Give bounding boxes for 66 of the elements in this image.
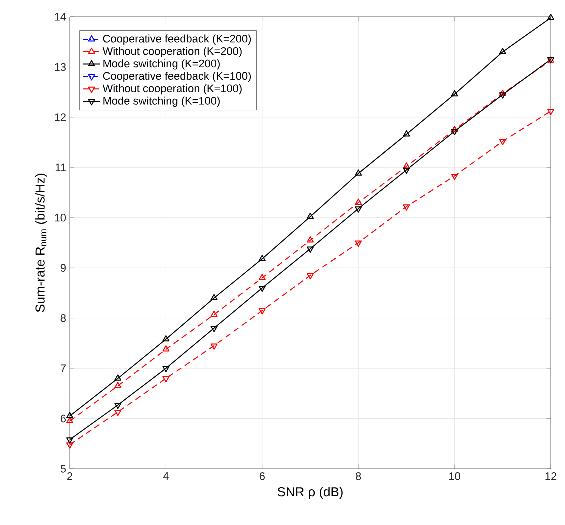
y-tick-label: 13 xyxy=(55,63,66,72)
point xyxy=(306,212,314,220)
legend-label: Without cooperation (K=100) xyxy=(102,84,242,95)
point xyxy=(306,236,314,243)
point xyxy=(355,206,362,213)
point xyxy=(66,438,74,444)
point xyxy=(162,345,170,352)
legend-label: Cooperative feedback (K=100) xyxy=(103,72,252,82)
point xyxy=(355,170,362,176)
legend-label: Mode switching (K=200) xyxy=(104,60,220,70)
point xyxy=(258,255,266,262)
point xyxy=(306,246,314,254)
point xyxy=(499,90,506,96)
point xyxy=(162,366,170,373)
point xyxy=(451,129,458,136)
point xyxy=(547,109,555,116)
legend-label: Mode switching (K=100) xyxy=(104,96,220,108)
y-tick-label: 14 xyxy=(55,13,66,21)
point xyxy=(258,286,266,292)
point xyxy=(403,204,410,211)
point xyxy=(499,92,506,99)
y-tick-label: 8 xyxy=(60,314,66,322)
y-tick-label: 11 xyxy=(56,164,66,172)
point xyxy=(114,382,122,388)
point xyxy=(403,130,410,137)
point xyxy=(114,374,122,381)
point xyxy=(499,48,506,54)
point xyxy=(355,198,362,206)
point xyxy=(210,326,218,332)
point xyxy=(355,240,362,247)
x-tick-label: 10 xyxy=(450,472,460,480)
y-tick-label: 7 xyxy=(60,364,66,372)
legend-label: Without cooperation (K=200) xyxy=(102,47,242,58)
point xyxy=(451,126,458,132)
y-tick-label: 10 xyxy=(55,214,66,222)
point xyxy=(210,310,218,318)
y-tick-label: 6 xyxy=(60,414,66,423)
point xyxy=(66,417,74,424)
point xyxy=(547,14,555,20)
point xyxy=(66,412,74,419)
x-tick-label: 12 xyxy=(546,472,557,480)
point xyxy=(403,162,410,169)
point xyxy=(499,139,506,146)
legend-label: Cooperative feedback (K=200) xyxy=(103,34,252,45)
point xyxy=(258,274,266,280)
point xyxy=(403,168,410,174)
x-tick-label: 8 xyxy=(356,472,362,480)
x-axis-title: SNR ρ (dB) xyxy=(278,487,343,500)
point xyxy=(162,335,170,342)
point xyxy=(66,442,74,449)
point xyxy=(210,294,218,300)
x-tick-label: 4 xyxy=(163,472,169,480)
point xyxy=(210,344,218,350)
point xyxy=(114,410,122,416)
point xyxy=(258,308,266,315)
x-tick-label: 2 xyxy=(68,472,72,480)
point xyxy=(306,273,314,280)
point xyxy=(114,402,122,410)
y-tick-label: 9 xyxy=(60,264,66,272)
point xyxy=(162,376,170,383)
y-tick-label: 12 xyxy=(55,114,66,122)
y-axis-title: Sum-rate R$_{num}$ (bit/s/Hz) xyxy=(35,174,48,312)
y-tick-label: 5 xyxy=(60,465,66,473)
point xyxy=(451,90,458,97)
x-tick-label: 6 xyxy=(260,472,265,480)
point xyxy=(451,174,458,180)
